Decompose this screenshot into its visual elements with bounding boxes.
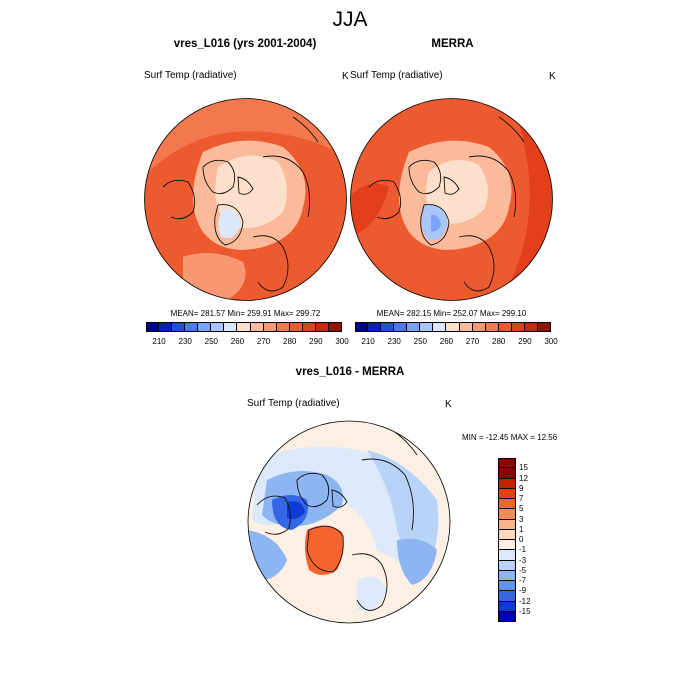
- colorbar-tick-label: 9: [519, 483, 524, 493]
- colorbar-swatch: [433, 322, 447, 332]
- panel-title-model: vres_L016 (yrs 2001-2004): [173, 38, 317, 50]
- colorbar-swatch: [498, 519, 516, 530]
- colorbar-swatch: [498, 560, 516, 571]
- colorbar-tick-label: 300: [335, 337, 349, 346]
- colorbar-tick-label: -12: [519, 596, 531, 606]
- colorbar-swatch: [472, 322, 486, 332]
- colorbar-ticks-merra: 210 230 250 260 270 280 290 300: [355, 337, 557, 349]
- colorbar-swatch: [498, 468, 516, 479]
- colorbar-swatch: [498, 499, 516, 510]
- polar-map-model: [144, 98, 347, 301]
- colorbar-swatch: [407, 322, 421, 332]
- colorbar-swatch: [355, 322, 369, 332]
- colorbar-diff: [498, 458, 516, 622]
- colorbar-swatch: [420, 322, 434, 332]
- colorbar-swatch: [276, 322, 290, 332]
- colorbar-swatch: [498, 601, 516, 612]
- colorbar-swatch: [289, 322, 303, 332]
- colorbar-swatch: [146, 322, 160, 332]
- colorbar-tick-label: -5: [519, 565, 527, 575]
- colorbar-tick-label: 210: [152, 337, 166, 346]
- colorbar-tick-label: 15: [519, 463, 528, 473]
- colorbar-tick-label: -1: [519, 545, 527, 555]
- colorbar-tick-label: 1: [519, 524, 524, 534]
- panel-variable-label-model: Surf Temp (radiative): [144, 70, 237, 81]
- panel-title-merra: MERRA: [431, 38, 474, 50]
- colorbar-swatch: [172, 322, 186, 332]
- colorbar-swatch: [498, 529, 516, 540]
- panel-stats-model: MEAN= 281.57 Min= 259.91 Max= 299.72: [170, 309, 321, 318]
- colorbar-swatch: [524, 322, 538, 332]
- colorbar-swatch: [511, 322, 525, 332]
- colorbar-swatch: [198, 322, 212, 332]
- colorbar-swatch: [381, 322, 395, 332]
- colorbar-tick-label: 300: [544, 337, 558, 346]
- colorbar-tick-label: 230: [178, 337, 192, 346]
- panel-stats-diff: MIN = -12.45 MAX = 12.56: [462, 433, 558, 442]
- colorbar-tick-label: -7: [519, 576, 527, 585]
- colorbar-tick-label: 250: [204, 337, 218, 346]
- colorbar-swatch: [459, 322, 473, 332]
- colorbar-swatch: [224, 322, 238, 332]
- colorbar-swatch: [498, 488, 516, 499]
- colorbar-swatch: [498, 458, 516, 469]
- colorbar-swatch: [315, 322, 329, 332]
- panel-unit-label-model: K: [342, 71, 349, 82]
- colorbar-tick-label: 210: [361, 337, 375, 346]
- colorbar-swatch: [250, 322, 264, 332]
- colorbar-ticks-diff: 15 12 9 7 5 3 1 0 -1 -3 -5 -7 -9 -12 -15: [519, 458, 549, 622]
- colorbar-tick-label: 12: [519, 473, 528, 483]
- colorbar-swatch: [498, 478, 516, 489]
- colorbar-tick-label: 290: [309, 337, 323, 346]
- colorbar-swatch: [328, 322, 342, 332]
- colorbar-swatch: [498, 509, 516, 520]
- polar-map-diff: [247, 420, 451, 624]
- colorbar-tick-label: 290: [518, 337, 532, 346]
- figure-title: JJA: [332, 8, 368, 31]
- colorbar-swatch: [394, 322, 408, 332]
- colorbar-tick-label: -15: [519, 606, 531, 616]
- panel-variable-label-merra: Surf Temp (radiative): [350, 70, 443, 81]
- colorbar-tick-label: -3: [519, 555, 527, 565]
- panel-variable-label-diff: Surf Temp (radiative): [247, 398, 340, 409]
- panel-title-diff: vres_L016 - MERRA: [295, 366, 405, 378]
- colorbar-swatch: [498, 581, 516, 592]
- colorbar-ticks-model: 210 230 250 260 270 280 290 300: [146, 337, 348, 349]
- colorbar-abs-model: [146, 322, 342, 332]
- colorbar-swatch: [237, 322, 251, 332]
- colorbar-tick-label: 280: [283, 337, 297, 346]
- colorbar-tick-label: 270: [465, 337, 480, 346]
- panel-unit-label-diff: K: [445, 399, 452, 410]
- colorbar-tick-label: 250: [413, 337, 427, 346]
- polar-map-merra: [350, 98, 553, 301]
- colorbar-swatch: [498, 322, 512, 332]
- colorbar-swatch: [263, 322, 277, 332]
- colorbar-swatch: [498, 570, 516, 581]
- colorbar-swatch: [498, 611, 516, 622]
- colorbar-swatch: [498, 540, 516, 551]
- colorbar-swatch: [498, 550, 516, 561]
- colorbar-tick-label: 7: [519, 494, 524, 503]
- colorbar-tick-label: -9: [519, 586, 527, 596]
- colorbar-swatch: [485, 322, 499, 332]
- colorbar-swatch: [368, 322, 382, 332]
- colorbar-swatch: [302, 322, 316, 332]
- colorbar-swatch: [446, 322, 460, 332]
- panel-unit-label-merra: K: [549, 71, 556, 82]
- colorbar-abs-merra: [355, 322, 551, 332]
- panel-stats-merra: MEAN= 282.15 Min= 252.07 Max= 299.10: [376, 309, 527, 318]
- colorbar-tick-label: 280: [492, 337, 506, 346]
- colorbar-tick-label: 260: [439, 337, 454, 346]
- colorbar-swatch: [537, 322, 551, 332]
- colorbar-swatch: [498, 591, 516, 602]
- colorbar-tick-label: 5: [519, 504, 524, 514]
- colorbar-tick-label: 270: [256, 337, 271, 346]
- colorbar-swatch: [211, 322, 225, 332]
- colorbar-tick-label: 260: [230, 337, 245, 346]
- colorbar-swatch: [185, 322, 199, 332]
- colorbar-tick-label: 230: [387, 337, 401, 346]
- colorbar-tick-label: 3: [519, 514, 524, 524]
- colorbar-swatch: [159, 322, 173, 332]
- colorbar-tick-label: 0: [519, 535, 524, 544]
